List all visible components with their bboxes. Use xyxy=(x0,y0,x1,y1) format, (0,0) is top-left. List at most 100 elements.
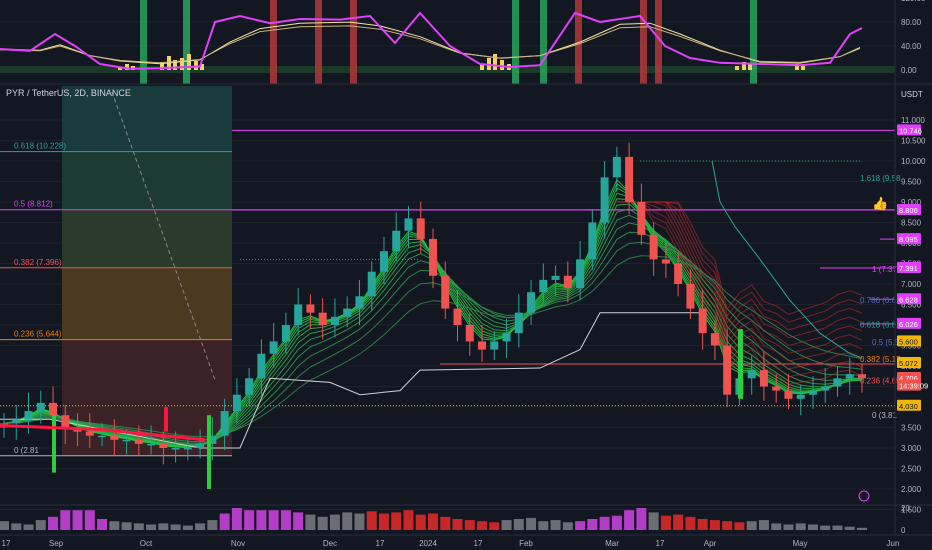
volume-bar xyxy=(758,520,769,530)
highlight-candle xyxy=(164,407,168,432)
price-tick-label: 3.000 xyxy=(901,444,922,453)
volume-bar xyxy=(709,520,720,530)
fib-level-label: 0 (2.81 xyxy=(14,446,39,455)
price-tag xyxy=(897,379,921,391)
osc-histogram-bar xyxy=(500,60,504,70)
candle-body xyxy=(808,390,817,395)
time-tick-label: Nov xyxy=(231,539,245,548)
candle-body xyxy=(245,378,254,395)
osc-histogram-bar xyxy=(180,58,184,70)
candle-body xyxy=(85,431,94,436)
candle-body xyxy=(12,419,21,424)
osc-zero-band xyxy=(0,66,895,73)
fib-ext-label: 0.382 (5.17 xyxy=(860,355,901,364)
volume-bar xyxy=(170,524,181,530)
osc-histogram-bar xyxy=(125,64,129,70)
candle-body xyxy=(281,325,290,342)
osc-histogram-bar xyxy=(173,60,177,70)
candle-body xyxy=(772,386,781,391)
volume-bar xyxy=(722,521,733,530)
price-tick-label: 10.500 xyxy=(901,137,926,146)
volume-bar xyxy=(305,514,316,530)
osc-histogram-bar xyxy=(200,64,204,70)
fib-zone xyxy=(62,151,232,210)
candle-body xyxy=(49,402,58,416)
osc-sell-column xyxy=(315,0,322,84)
price-pane: 0.618 (10.228) 0.5 (8.812) 0.382 (7.396) 0.… xyxy=(0,86,904,510)
volume-bar xyxy=(391,512,402,530)
candle-body xyxy=(269,341,278,354)
candle-body xyxy=(330,316,339,325)
osc-sell-column xyxy=(655,0,662,84)
osc-histogram-bar xyxy=(118,67,122,70)
osc-histogram-bar xyxy=(493,54,497,70)
fib-level-label: 0.5 (8.812) xyxy=(14,200,53,209)
volume-bar xyxy=(97,519,108,530)
volume-bar xyxy=(575,521,586,530)
volume-bar xyxy=(562,522,573,530)
volume-bar xyxy=(428,513,438,530)
volume-bar xyxy=(256,510,267,530)
volume-bar xyxy=(84,510,95,530)
volume-bar xyxy=(513,519,524,530)
osc-sell-column xyxy=(270,0,277,84)
currency-label: USDT xyxy=(901,90,923,99)
fib-ext-label: 0.786 (6.61 xyxy=(860,296,901,305)
osc-histogram-bar xyxy=(480,64,484,70)
price-tag xyxy=(897,335,921,347)
candle-body xyxy=(600,177,609,223)
price-tag xyxy=(897,399,921,411)
candle-body xyxy=(134,439,143,444)
osc-histogram-bar xyxy=(194,61,198,70)
candle-body xyxy=(502,333,511,342)
volume-bar xyxy=(72,510,83,530)
osc-tick-label: 80.00 xyxy=(901,18,922,27)
volume-bar xyxy=(109,521,120,530)
price-tag xyxy=(897,203,921,215)
price-tick-label: 1.500 xyxy=(901,506,922,515)
volume-bar xyxy=(550,520,561,530)
volume-bar xyxy=(146,524,157,530)
volume-bar xyxy=(23,524,34,530)
volume-bar xyxy=(771,523,782,530)
osc-histogram-bar xyxy=(795,64,799,70)
candle-body xyxy=(527,292,536,313)
volume-bar xyxy=(11,523,22,530)
price-tag-label: 4.030 xyxy=(899,402,918,411)
volume-bar xyxy=(219,513,230,530)
price-tag-label: 6.628 xyxy=(899,295,918,304)
volume-bar xyxy=(354,513,365,530)
candle-body xyxy=(441,275,450,309)
osc-histogram-bar xyxy=(748,64,752,70)
candle-body xyxy=(576,259,585,289)
price-tick-label: 3.500 xyxy=(901,424,922,433)
osc-sell-column xyxy=(350,0,357,84)
candle-body xyxy=(551,275,560,280)
candle-body xyxy=(183,448,192,450)
volume-bar xyxy=(231,508,242,530)
price-tag xyxy=(897,357,921,369)
candle-body xyxy=(759,370,768,387)
price-tag xyxy=(897,124,921,136)
osc-histogram-bar xyxy=(187,54,191,70)
price-tag xyxy=(897,261,921,273)
volume-bar xyxy=(746,521,757,530)
candle-body xyxy=(110,435,119,440)
volume-bar xyxy=(783,524,794,530)
volume-bar xyxy=(538,521,549,530)
time-tick-label: Jun xyxy=(887,539,900,548)
price-tick-label: 2.000 xyxy=(901,485,922,494)
candle-body xyxy=(490,341,499,350)
volume-bar xyxy=(342,512,353,530)
volume-bar xyxy=(857,527,867,530)
candle-body xyxy=(416,218,425,239)
osc-histogram-bar xyxy=(742,62,746,70)
price-tick-label: 8.500 xyxy=(901,219,922,228)
teal-trend-line xyxy=(711,160,863,359)
volume-tick-label: 20 xyxy=(901,504,910,513)
fib-ext-label: 1 (7.37 xyxy=(872,265,897,274)
volume-bar xyxy=(280,510,291,530)
candle-body xyxy=(649,234,658,260)
